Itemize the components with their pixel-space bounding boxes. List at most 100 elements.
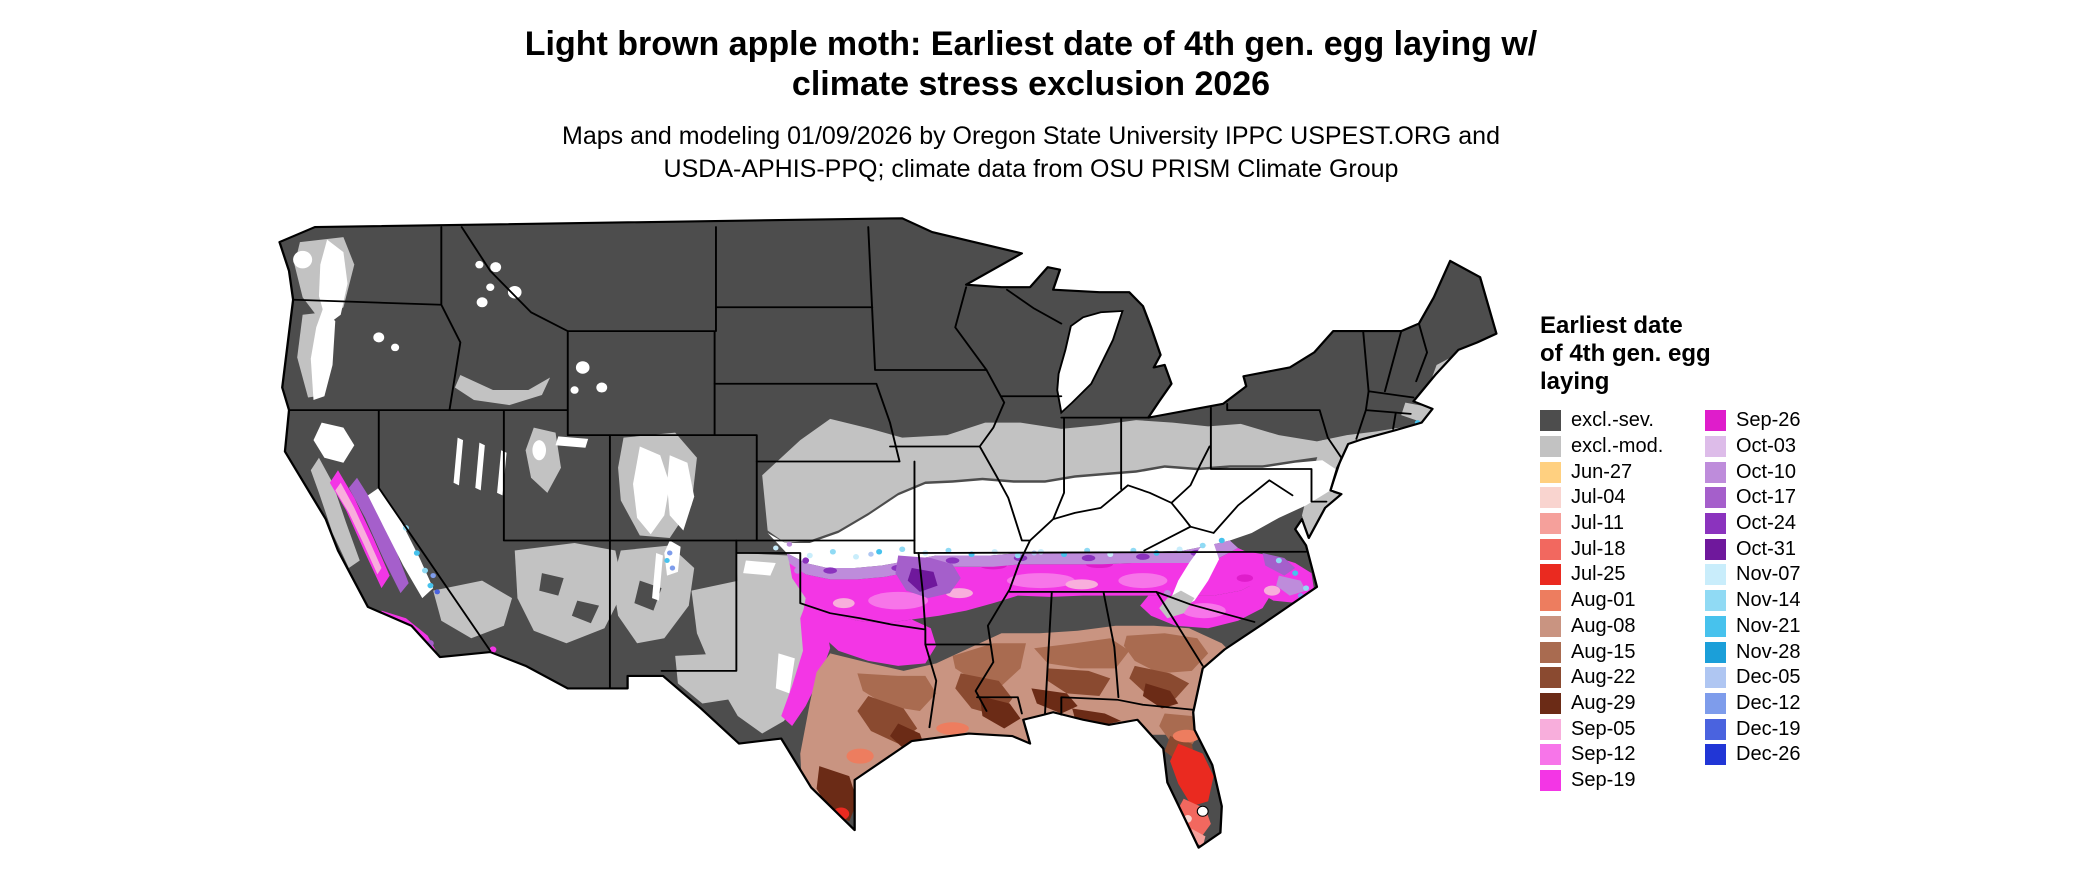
legend-title: Earliest date of 4th gen. egg laying [1540,312,1711,395]
legend-item: Jul-25 [1540,562,1663,588]
legend-label: Aug-01 [1571,589,1636,612]
legend-item: Sep-26 [1705,408,1801,434]
legend-item: Nov-14 [1705,588,1801,614]
legend-label: Dec-12 [1736,691,1801,714]
legend-swatch [1540,769,1561,791]
legend-swatch [1705,744,1726,766]
map-title: Light brown apple moth: Earliest date of… [0,24,2062,104]
legend-label: Oct-31 [1736,537,1797,560]
legend-label: Sep-26 [1736,409,1801,432]
us-outline [278,217,1498,849]
legend-item: Nov-28 [1705,639,1801,665]
legend-swatch [1540,436,1561,458]
legend-label: Oct-17 [1736,486,1797,509]
legend-swatch [1540,615,1561,637]
legend-swatch [1705,667,1726,689]
map-subtitle-line1: Maps and modeling 01/09/2026 by Oregon S… [562,122,1500,150]
legend-label: Oct-10 [1736,460,1797,483]
legend-item: Oct-10 [1705,459,1801,485]
map-color-layers [279,218,1497,848]
legend-label: Sep-19 [1571,768,1636,791]
legend-swatch [1540,461,1561,483]
map-subtitle: Maps and modeling 01/09/2026 by Oregon S… [0,120,2062,186]
legend-swatch [1705,615,1726,637]
legend-swatch [1705,487,1726,509]
legend-label: Dec-05 [1736,666,1801,689]
legend-column-2: Sep-26 Oct-03 Oct-10 Oct-17 Oct-24 Oct-3… [1705,408,1801,768]
legend-swatch [1540,692,1561,714]
legend-swatch [1540,538,1561,560]
legend-item: Nov-07 [1705,562,1801,588]
legend-item: Jul-18 [1540,536,1663,562]
legend-item: Jun-27 [1540,459,1663,485]
legend-item: Nov-21 [1705,614,1801,640]
legend-label: Jul-04 [1571,486,1626,509]
legend-label: Nov-14 [1736,589,1801,612]
legend-label: Nov-21 [1736,614,1801,637]
legend-label: Nov-07 [1736,563,1801,586]
legend-label: Jul-11 [1571,512,1624,535]
legend-item: Sep-12 [1540,742,1663,768]
legend-item: excl.-mod. [1540,434,1663,460]
us-map [270,212,1510,884]
us-map-svg [278,217,1498,849]
legend-label: Sep-12 [1571,743,1636,766]
legend-swatch [1540,410,1561,432]
legend-item: Aug-29 [1540,691,1663,717]
legend-label: Dec-19 [1736,717,1801,740]
legend-swatch [1705,564,1726,586]
legend-label: Oct-03 [1736,435,1797,458]
legend-label: Sep-05 [1571,717,1636,740]
legend-item: Dec-19 [1705,716,1801,742]
legend-item: Dec-12 [1705,691,1801,717]
legend-label: Jul-25 [1571,563,1626,586]
florida-zone [1170,729,1214,848]
legend-label: Jun-27 [1571,460,1633,483]
legend-label: Oct-24 [1736,512,1797,535]
legend-item: Aug-01 [1540,588,1663,614]
map-title-line2: climate stress exclusion 2026 [791,65,1271,103]
legend-label: Aug-22 [1571,666,1636,689]
legend-swatch [1540,513,1561,535]
legend-label: Jul-18 [1571,537,1626,560]
lake-michigan [1056,310,1124,415]
legend-column-1: excl.-sev. excl.-mod. Jun-27 Jul-04 Jul-… [1540,408,1663,793]
legend-label: Aug-08 [1571,614,1636,637]
legend-swatch [1705,461,1726,483]
state-borders [288,226,1429,729]
legend-item: Oct-03 [1705,434,1801,460]
legend-item: Sep-19 [1540,768,1663,794]
october-zone [786,540,1307,609]
legend-item: Aug-08 [1540,614,1663,640]
legend-item: Jul-04 [1540,485,1663,511]
legend-label: Aug-29 [1571,691,1636,714]
legend-swatch [1540,667,1561,689]
legend-label: excl.-sev. [1571,409,1654,432]
legend-item: Jul-11 [1540,511,1663,537]
legend-swatch [1705,692,1726,714]
lake-okeechobee [1196,805,1209,817]
legend-swatch [1705,538,1726,560]
california-zone [329,470,497,659]
legend-swatch [1705,410,1726,432]
legend-label: Aug-15 [1571,640,1636,663]
legend-item: Sep-05 [1540,716,1663,742]
legend-item: Oct-24 [1705,511,1801,537]
legend-swatch [1540,744,1561,766]
legend-item: Aug-22 [1540,665,1663,691]
legend-label: excl.-mod. [1571,435,1664,458]
map-subtitle-line2: USDA-APHIS-PPQ; climate data from OSU PR… [663,155,1399,183]
legend-swatch [1705,641,1726,663]
legend-swatch [1540,641,1561,663]
legend-item: Oct-31 [1705,536,1801,562]
legend-swatch [1705,436,1726,458]
legend-item: Dec-05 [1705,665,1801,691]
legend-swatch [1705,590,1726,612]
legend-swatch [1705,513,1726,535]
legend-swatch [1540,718,1561,740]
legend-swatch [1705,718,1726,740]
legend-swatch [1540,590,1561,612]
legend-swatch [1540,487,1561,509]
legend-label: Dec-26 [1736,743,1801,766]
legend-item: Oct-17 [1705,485,1801,511]
